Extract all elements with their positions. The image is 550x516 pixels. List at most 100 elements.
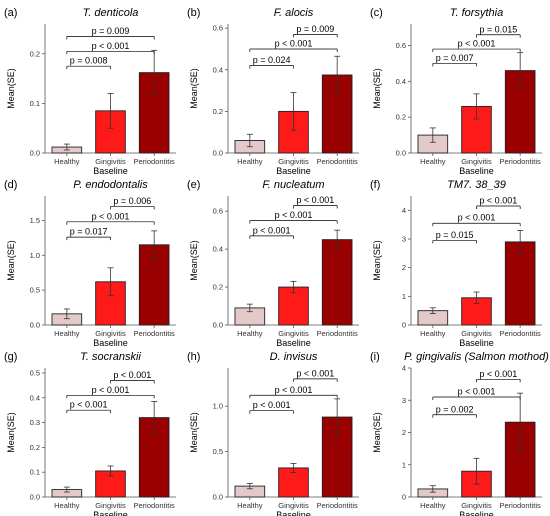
y-tick-label: 2 [402, 263, 406, 272]
p-value-label: p = 0.009 [92, 26, 130, 36]
p-value-label: p = 0.008 [70, 56, 108, 66]
y-tick-label: 0.1 [30, 468, 40, 477]
x-tick-label: Healthy [54, 157, 80, 166]
panel-letter: (a) [4, 7, 17, 19]
y-axis-title: Mean(SE) [6, 240, 16, 281]
x-tick-label: Gingivitis [278, 501, 309, 510]
panel-title: T. forsythia [450, 7, 503, 19]
x-tick-label: Periodontitis [500, 501, 542, 510]
x-tick-label: Periodontitis [500, 329, 542, 338]
p-value-label: p = 0.015 [436, 230, 474, 240]
x-axis-title: Baseline [93, 338, 128, 348]
x-axis-title: Baseline [276, 338, 311, 348]
x-tick-label: Periodontitis [500, 157, 542, 166]
y-tick-label: 2 [402, 428, 406, 437]
bar-periodontitis [321, 239, 353, 326]
panel-letter: (f) [370, 179, 380, 191]
chart-panel-c: (c) T. forsythia 0.0 0.2 0.4 0.6 Mean(SE) Healt… [370, 7, 542, 176]
p-value-label: p < 0.001 [92, 385, 130, 395]
x-tick-label: Healthy [237, 157, 263, 166]
y-axis-title: Mean(SE) [372, 412, 382, 453]
x-axis-title: Baseline [93, 510, 128, 516]
x-tick-label: Gingivitis [461, 329, 492, 338]
x-tick-label: Periodontitis [317, 501, 359, 510]
x-axis-title: Baseline [93, 166, 128, 176]
y-axis-title: Mean(SE) [189, 68, 199, 109]
p-value-label: p < 0.001 [479, 196, 517, 206]
p-value-label: p < 0.001 [70, 400, 108, 410]
p-value-label: p < 0.001 [113, 370, 151, 380]
x-tick-label: Healthy [420, 501, 446, 510]
y-tick-label: 0.6 [213, 24, 223, 33]
y-tick-label: 0.0 [213, 149, 223, 158]
chart-panel-g: (g) T. socranskii 0.0 0.1 0.2 0.3 0.4 0.5 Mean(S… [4, 351, 176, 516]
panel-title: F. nucleatum [262, 179, 324, 191]
y-tick-label: 0.2 [30, 443, 40, 452]
x-tick-label: Healthy [54, 329, 80, 338]
p-value-label: p < 0.001 [458, 39, 496, 49]
y-tick-label: 0.3 [30, 418, 40, 427]
p-value-label: p < 0.001 [296, 368, 334, 378]
chart-panel-f: (f) TM7. 38_39 0 1 2 3 4 Mean(SE) Healthy Gingivi… [370, 179, 542, 348]
y-tick-label: 0.2 [30, 49, 40, 58]
y-tick-label: 3 [402, 235, 406, 244]
p-value-label: p < 0.001 [458, 213, 496, 223]
x-axis-title: Baseline [276, 166, 311, 176]
panel-letter: (e) [187, 179, 200, 191]
chart-panel-h: (h) D. invisus 0.0 0.5 1.0 Mean(SE) Healthy Gin… [187, 351, 359, 516]
p-value-label: p < 0.001 [253, 400, 291, 410]
y-tick-label: 0.2 [213, 107, 223, 116]
x-tick-label: Periodontitis [317, 157, 359, 166]
x-tick-label: Healthy [237, 501, 263, 510]
panel-title: TM7. 38_39 [447, 179, 506, 191]
y-tick-label: 0 [402, 493, 406, 502]
x-tick-label: Gingivitis [95, 329, 126, 338]
x-tick-label: Healthy [420, 157, 446, 166]
p-value-label: p < 0.001 [275, 210, 313, 220]
p-value-label: p = 0.006 [113, 196, 151, 206]
x-axis-title: Baseline [276, 510, 311, 516]
p-value-label: p < 0.001 [92, 41, 130, 51]
p-value-label: p = 0.002 [436, 404, 474, 414]
y-axis-title: Mean(SE) [189, 412, 199, 453]
y-tick-label: 1.5 [30, 216, 40, 225]
y-tick-label: 0.5 [213, 447, 223, 456]
chart-panel-b: (b) F. alocis 0.0 0.2 0.4 0.6 Mean(SE) Healthy G… [187, 7, 359, 176]
chart-panel-a: (a) T. denticola 0.0 0.1 0.2 Mean(SE) Healthy G… [4, 7, 176, 176]
y-tick-label: 0.4 [30, 393, 40, 402]
y-tick-label: 0.4 [213, 245, 223, 254]
panel-letter: (d) [4, 179, 17, 191]
panel-letter: (h) [187, 351, 200, 363]
x-tick-label: Periodontitis [134, 157, 176, 166]
y-tick-label: 0.6 [396, 41, 406, 50]
x-tick-label: Gingivitis [95, 157, 126, 166]
p-value-label: p = 0.017 [70, 227, 108, 237]
x-tick-label: Healthy [420, 329, 446, 338]
y-tick-label: 1 [402, 292, 406, 301]
y-tick-label: 1 [402, 460, 406, 469]
x-tick-label: Gingivitis [461, 157, 492, 166]
y-tick-label: 0.0 [30, 493, 40, 502]
y-tick-label: 0.2 [396, 113, 406, 122]
p-value-label: p < 0.001 [92, 211, 130, 221]
panel-title: P. gingivalis (Salmon mothod) [404, 351, 549, 363]
p-value-label: p < 0.001 [458, 387, 496, 397]
y-tick-label: 0.0 [213, 493, 223, 502]
p-value-label: p = 0.024 [253, 55, 291, 65]
y-tick-label: 0.4 [396, 77, 406, 86]
y-tick-label: 0.2 [213, 283, 223, 292]
p-value-label: p < 0.001 [479, 369, 517, 379]
x-tick-label: Healthy [237, 329, 263, 338]
bar-periodontitis [504, 241, 536, 326]
y-tick-label: 0.5 [30, 286, 40, 295]
p-value-label: p < 0.001 [253, 225, 291, 235]
panel-title: F. alocis [274, 7, 314, 19]
p-value-label: p < 0.001 [296, 195, 334, 205]
x-axis-title: Baseline [459, 166, 494, 176]
y-axis-title: Mean(SE) [372, 68, 382, 109]
p-value-label: p < 0.001 [275, 38, 313, 48]
p-value-label: p = 0.009 [296, 24, 334, 34]
y-axis-title: Mean(SE) [6, 412, 16, 453]
x-tick-label: Gingivitis [278, 329, 309, 338]
